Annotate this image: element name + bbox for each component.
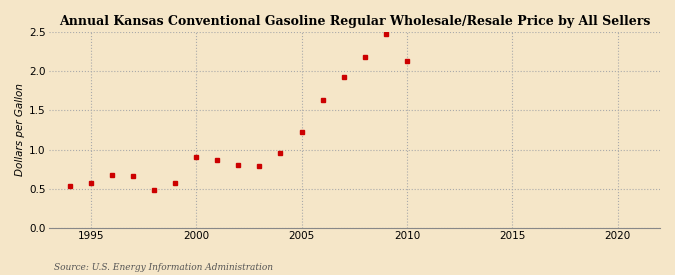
Text: Source: U.S. Energy Information Administration: Source: U.S. Energy Information Administ… [54,263,273,271]
Y-axis label: Dollars per Gallon: Dollars per Gallon [15,83,25,177]
Title: Annual Kansas Conventional Gasoline Regular Wholesale/Resale Price by All Seller: Annual Kansas Conventional Gasoline Regu… [59,15,650,28]
